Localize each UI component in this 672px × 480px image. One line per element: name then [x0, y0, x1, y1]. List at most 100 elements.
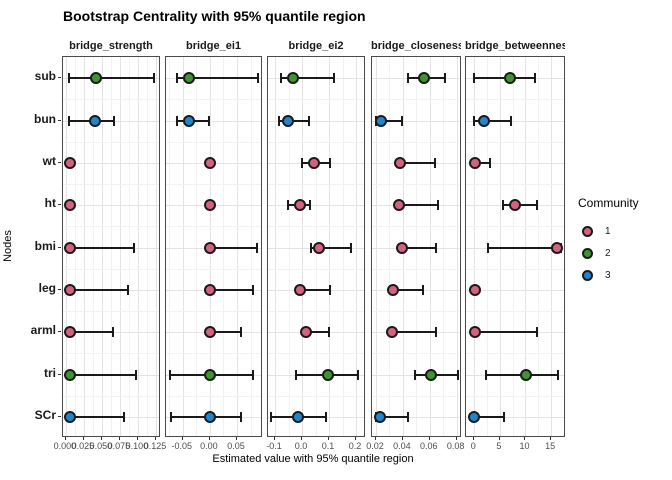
error-bar	[69, 288, 128, 291]
error-bar-cap-left	[301, 157, 304, 168]
gridline-major	[474, 57, 476, 436]
error-bar-cap-right	[123, 411, 126, 422]
y-tick-label: ht	[44, 196, 56, 211]
error-bar-cap-right	[113, 115, 116, 126]
facet-strip: bridge_ei2	[267, 37, 365, 56]
chart-title: Bootstrap Centrality with 95% quantile r…	[63, 8, 366, 24]
point	[469, 283, 482, 296]
point	[392, 199, 405, 212]
error-bar-cap-right	[422, 284, 425, 295]
point	[386, 326, 399, 339]
gridline-minor	[372, 395, 460, 397]
error-bar-cap-left	[176, 115, 179, 126]
legend-item-label: 2	[605, 247, 611, 259]
error-bar-cap-left	[473, 115, 476, 126]
x-tick-mark	[82, 437, 84, 440]
error-bar	[209, 288, 253, 291]
error-bar	[376, 119, 402, 122]
error-bar	[488, 246, 561, 249]
y-tick-mark	[58, 119, 61, 121]
gridline-major	[466, 416, 564, 418]
x-tick-label: -0.05	[171, 441, 193, 451]
error-bar	[209, 331, 242, 334]
gridline-minor	[166, 184, 261, 185]
x-tick-mark	[428, 437, 430, 440]
x-tick-mark	[181, 437, 183, 440]
error-bar-cap-left	[269, 411, 272, 422]
facet-strip: bridge_betweenness	[465, 37, 565, 56]
point	[469, 326, 482, 339]
x-tick-mark	[550, 437, 552, 440]
error-bar	[300, 288, 331, 291]
error-bar-cap-right	[328, 327, 330, 338]
error-bar-cap-right	[251, 284, 254, 295]
error-bar	[69, 373, 136, 376]
error-bar	[69, 415, 125, 418]
x-tick-mark	[274, 437, 276, 440]
error-bar-cap-left	[169, 411, 172, 422]
error-bar	[177, 77, 258, 80]
error-bar	[474, 415, 505, 418]
x-tick-label: 0.05	[227, 441, 245, 451]
point	[286, 72, 299, 85]
point	[203, 410, 216, 423]
y-tick-label: arml	[30, 323, 56, 338]
x-tick-mark	[64, 437, 66, 440]
point	[64, 199, 77, 212]
error-bar-cap-right	[240, 327, 243, 338]
point	[375, 114, 388, 127]
gridline-minor	[166, 268, 261, 270]
x-tick-label: 0.06	[419, 441, 438, 451]
gridline-minor	[63, 184, 159, 185]
y-tick-mark	[58, 161, 61, 163]
error-bar-cap-left	[487, 242, 490, 253]
gridline-minor	[443, 57, 445, 436]
error-bar-cap-left	[501, 200, 504, 211]
point	[418, 72, 431, 85]
x-tick-label: 0.025	[71, 441, 95, 451]
gridline-minor	[372, 226, 460, 228]
error-bar-cap-right	[111, 327, 114, 338]
gridline-major	[63, 162, 159, 164]
x-tick-mark	[524, 437, 526, 440]
point	[294, 199, 307, 212]
error-bar-cap-right	[536, 327, 539, 338]
error-bar	[69, 246, 134, 249]
gridline-minor	[268, 141, 364, 143]
gridline-major	[466, 289, 564, 291]
error-bar-cap-right	[435, 327, 438, 338]
error-bar	[209, 246, 258, 249]
error-bar	[392, 331, 437, 334]
gridline-minor	[372, 99, 460, 101]
error-bar-cap-right	[256, 73, 259, 84]
legend-item: 1	[578, 220, 639, 242]
x-tick-mark	[235, 437, 237, 440]
gridline-minor	[63, 226, 159, 228]
error-bar-cap-left	[309, 242, 312, 253]
gridline-minor	[372, 311, 460, 312]
gridline-major	[182, 57, 184, 436]
gridline-minor	[63, 395, 159, 397]
error-bar-cap-right	[488, 157, 491, 168]
error-bar	[474, 119, 511, 122]
error-bar-cap-right	[126, 284, 129, 295]
point	[394, 156, 407, 169]
gridline-major	[155, 57, 157, 436]
point	[374, 410, 387, 423]
error-bar-cap-right	[456, 369, 459, 380]
error-bar-cap-right	[329, 157, 332, 168]
y-tick-label: sub	[34, 69, 56, 84]
error-bar-cap-left	[68, 115, 71, 126]
facet-panel	[267, 56, 365, 437]
x-tick-mark	[328, 437, 329, 440]
facet-panel	[62, 56, 160, 437]
error-bar-cap-left	[295, 369, 298, 380]
x-tick-label: 0.100	[125, 441, 149, 451]
x-tick-mark	[355, 437, 356, 440]
point	[477, 114, 490, 127]
point	[182, 72, 195, 85]
y-tick-label: wt	[42, 153, 56, 168]
gridline-major	[456, 57, 458, 436]
legend-items: 1 2 3	[578, 220, 639, 286]
error-bar-cap-right	[503, 411, 506, 422]
